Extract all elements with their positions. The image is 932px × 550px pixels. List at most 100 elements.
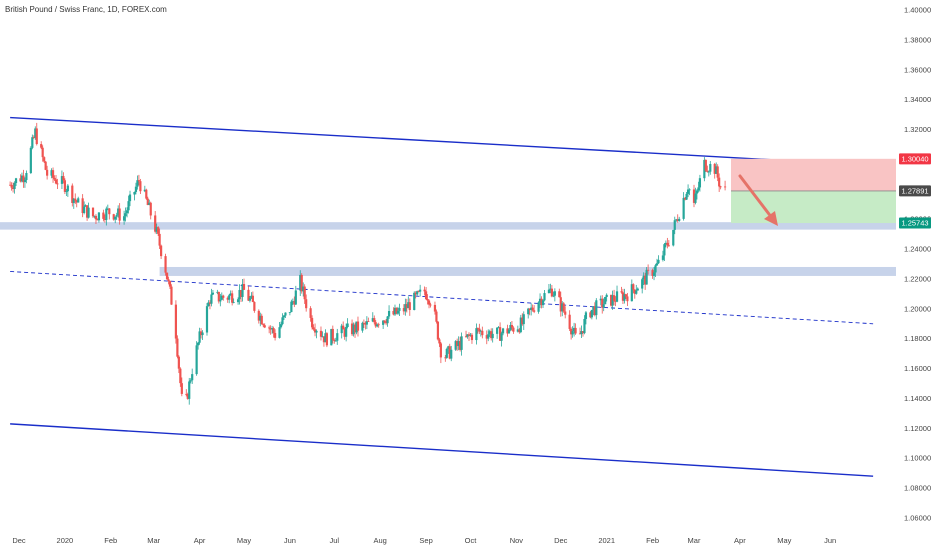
candle-body — [20, 175, 24, 182]
candle-body — [350, 323, 354, 335]
candle-body — [719, 186, 722, 188]
candle-body — [373, 318, 376, 323]
candle-body — [698, 178, 702, 188]
candle-body — [72, 198, 75, 203]
candle-body — [288, 312, 291, 313]
candle-body — [672, 229, 675, 246]
candle-body — [498, 327, 502, 341]
candle-body — [723, 186, 727, 188]
candle-body — [34, 128, 37, 138]
candle-body — [592, 306, 595, 310]
candle-body — [612, 295, 616, 301]
candle-body — [426, 299, 429, 301]
candle-body — [466, 334, 469, 337]
candle-body — [435, 311, 438, 322]
candle-body — [562, 303, 565, 312]
candle-body — [32, 137, 35, 139]
candle-body — [93, 215, 96, 217]
candle-body — [201, 332, 204, 336]
candle-body — [313, 329, 317, 333]
candle-body — [713, 164, 716, 174]
candle-body — [478, 328, 481, 332]
candle-body — [208, 302, 212, 304]
candle-body — [590, 309, 593, 318]
candle-body — [578, 333, 582, 335]
candle-body — [361, 322, 364, 331]
candle-body — [199, 331, 203, 336]
candle-body — [630, 284, 633, 302]
candle-body — [541, 300, 545, 306]
candle-body — [239, 289, 243, 297]
candle-body — [487, 334, 490, 339]
candle-body — [697, 187, 700, 191]
candle-body — [257, 310, 260, 321]
candle-body — [439, 343, 442, 358]
candle-body — [211, 292, 215, 295]
candle-body — [666, 242, 669, 246]
candle-body — [398, 308, 401, 311]
candle-body — [550, 288, 553, 297]
candle-body — [157, 227, 160, 234]
candle-body — [661, 255, 665, 260]
candle-body — [259, 315, 262, 321]
candle-body — [174, 304, 178, 339]
candle-body — [155, 227, 158, 232]
candle-body — [65, 191, 68, 193]
candle-body — [652, 272, 656, 276]
candle-body — [352, 324, 355, 335]
candle-body — [583, 318, 586, 334]
candle-body — [356, 321, 360, 331]
candle-body — [222, 295, 225, 298]
candle-body — [605, 294, 608, 297]
candle-body — [167, 279, 170, 282]
candle-body — [136, 180, 139, 187]
candle-body — [41, 147, 44, 158]
candle-body — [376, 324, 379, 327]
candle-body — [374, 322, 377, 327]
candle-body — [533, 310, 536, 312]
y-tick-label: 1.36000 — [904, 65, 931, 74]
candle-body — [195, 345, 198, 375]
candle-body — [102, 212, 105, 219]
candle-body — [355, 321, 358, 333]
candle-body — [651, 270, 654, 276]
candle-body — [385, 322, 388, 324]
candle-body — [436, 321, 440, 340]
candle-body — [210, 294, 213, 304]
candle-body — [664, 242, 667, 245]
target-price-badge: 1.25743 — [899, 217, 931, 229]
candle-body — [197, 342, 200, 346]
candle-body — [423, 289, 426, 292]
candle-body — [312, 327, 315, 330]
candle-body — [547, 289, 551, 294]
candle-body — [273, 332, 277, 338]
candle-body — [40, 144, 43, 148]
svg-text:1.25743: 1.25743 — [901, 219, 928, 228]
candle-body — [396, 310, 400, 314]
candle-body — [87, 207, 90, 218]
candle-body — [263, 325, 266, 328]
candle-body — [530, 307, 533, 310]
svg-text:1.30040: 1.30040 — [901, 154, 928, 163]
candle-body — [476, 328, 479, 329]
candle-body — [419, 289, 422, 292]
candle-body — [678, 218, 681, 221]
y-tick-label: 1.20000 — [904, 304, 931, 313]
candle-body — [382, 320, 385, 325]
candle-body — [56, 183, 59, 185]
candle-body — [655, 263, 659, 266]
candle-body — [125, 210, 129, 214]
candle-body — [595, 300, 598, 316]
candle-body — [51, 170, 55, 178]
down-arrow-shaft — [738, 174, 774, 220]
candle-body — [673, 220, 676, 230]
candle-body — [611, 295, 614, 306]
candle-body — [345, 326, 348, 337]
candle-body — [83, 206, 86, 213]
candle-body — [641, 279, 644, 289]
candle-body — [488, 331, 491, 335]
candle-body — [188, 381, 191, 399]
candle-body — [490, 331, 493, 339]
candle-body — [703, 159, 706, 179]
